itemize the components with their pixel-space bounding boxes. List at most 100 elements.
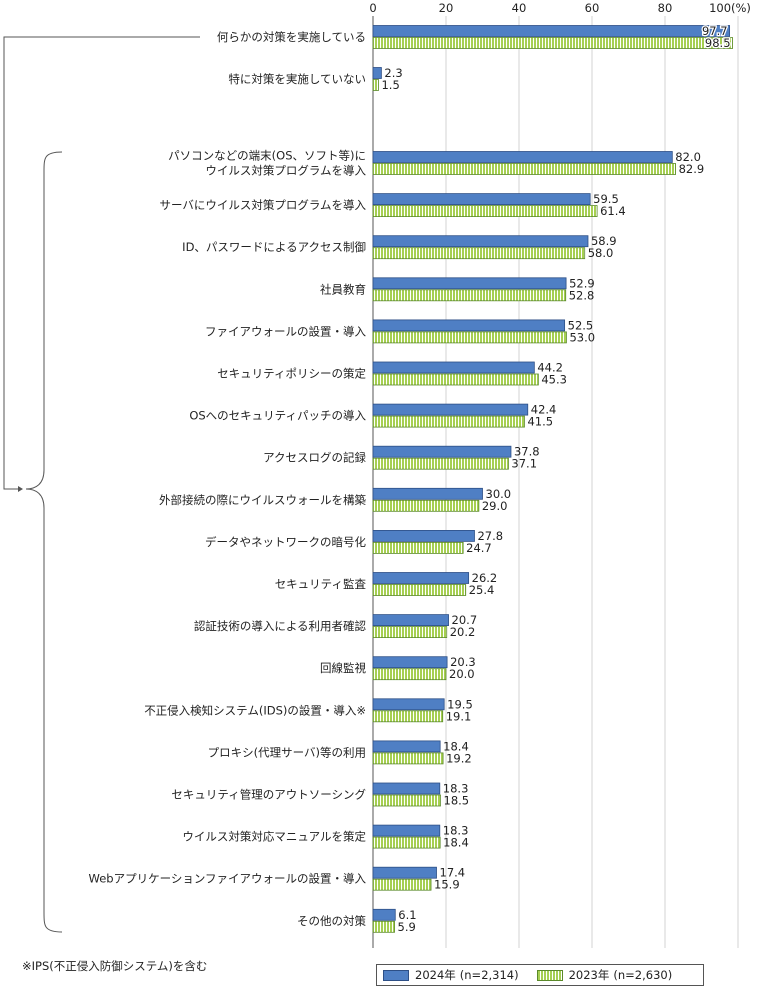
category-label: セキュリティ監査 — [275, 577, 367, 591]
bars — [372, 25, 733, 933]
value-label-2024: 37.8 — [514, 445, 540, 459]
category-label: プロキシ(代理サーバ)等の利用 — [208, 745, 366, 759]
value-label-2023: 24.7 — [466, 541, 492, 555]
bar-2023 — [372, 79, 379, 91]
value-label-2024: 52.9 — [569, 276, 595, 290]
bar-2023 — [372, 920, 395, 933]
x-tick-label: 20 — [439, 1, 454, 15]
value-label-2024: 44.2 — [537, 361, 563, 375]
value-label-2024: 19.5 — [447, 697, 473, 711]
bar-2024 — [372, 361, 535, 374]
value-label-2023: 25.4 — [469, 583, 495, 597]
value-label-2024: 17.4 — [440, 866, 466, 880]
value-label-2023: 82.9 — [679, 162, 705, 176]
legend-item-2023: 2023年 (n=2,630) — [536, 967, 673, 983]
bar-2024 — [372, 614, 449, 626]
category-label: データやネットワークの暗号化 — [205, 535, 366, 549]
bar-2023 — [372, 542, 464, 554]
legend-label-2024-year: 2024年 — [415, 968, 456, 982]
value-label-2023: 45.3 — [541, 373, 567, 387]
x-tick-label: 0 — [369, 1, 376, 15]
x-tick-label: 60 — [585, 1, 600, 15]
bar-2024 — [372, 866, 437, 879]
value-label-2024: 20.7 — [452, 613, 478, 627]
bar-2023 — [372, 668, 447, 681]
value-label-2023: 19.2 — [446, 751, 472, 765]
x-tick-label: 80 — [658, 1, 673, 15]
bar-2023 — [372, 626, 448, 638]
bar-2023 — [372, 37, 733, 49]
bar-2024 — [372, 908, 396, 921]
category-label: 何らかの対策を実施している — [217, 30, 366, 44]
value-label-2024: 18.4 — [443, 739, 469, 753]
bar-2023 — [372, 163, 676, 175]
value-label-2023: 98.5 — [705, 36, 731, 50]
bar-2024 — [372, 530, 475, 542]
category-label: 特に対策を実施していない — [228, 72, 366, 86]
curly-brace — [25, 151, 63, 933]
value-label-2024: 27.8 — [477, 529, 503, 543]
category-labels: 何らかの対策を実施している特に対策を実施していないパソコンなどの端末(OS、ソフ… — [89, 30, 367, 928]
category-label: パソコンなどの端末(OS、ソフト等)に — [168, 149, 366, 163]
bar-2024 — [372, 740, 441, 753]
category-label: 社員教育 — [320, 282, 366, 296]
category-label: セキュリティポリシーの策定 — [217, 367, 366, 381]
value-label-2024: 58.9 — [591, 234, 617, 248]
category-label: 不正侵入検知システム(IDS)の設置・導入※ — [144, 703, 366, 717]
value-label-2023: 18.4 — [443, 836, 469, 850]
footnote: ※IPS(不正侵入防御システム)を含む — [22, 959, 208, 973]
legend-swatch-2023 — [536, 969, 563, 981]
bar-2023 — [372, 499, 480, 512]
legend-label-2024-n: (n=2,314) — [459, 968, 519, 982]
category-label: ウイルス対策対応マニュアルを策定 — [182, 830, 366, 844]
value-label-2024: 6.1 — [398, 908, 416, 922]
value-label-2024: 30.0 — [486, 487, 512, 501]
x-axis-ticks: 0 20 40 60 80 100(%) — [369, 1, 751, 15]
value-label-2023: 18.5 — [444, 794, 470, 808]
category-label: サーバにウイルス対策プログラムを導入 — [159, 198, 366, 212]
value-label-2023: 58.0 — [588, 246, 614, 260]
value-label-2023: 37.1 — [511, 457, 537, 471]
bar-2023 — [372, 247, 586, 260]
value-label-2024: 97.7 — [702, 24, 728, 38]
legend-label-2023-n: (n=2,630) — [613, 968, 673, 982]
value-label-2024: 20.3 — [450, 655, 476, 669]
bar-2023 — [372, 710, 444, 723]
category-label: ID、パスワードによるアクセス制御 — [182, 240, 366, 254]
value-label-2023: 20.0 — [449, 667, 475, 681]
bar-2024 — [372, 67, 382, 79]
connector-line — [3, 36, 200, 490]
bar-2024 — [372, 445, 512, 458]
bar-2023 — [372, 373, 539, 386]
value-label-2023: 5.9 — [398, 920, 416, 934]
x-tick-label: 100(%) — [709, 1, 751, 15]
category-label: その他の対策 — [297, 914, 366, 928]
category-label: セキュリティ管理のアウトソーシング — [171, 788, 366, 802]
bar-2023 — [372, 836, 441, 849]
category-label: OSへのセキュリティパッチの導入 — [189, 409, 366, 423]
category-label: 外部接続の際にウイルスウォールを構築 — [159, 493, 366, 507]
bar-2024 — [372, 656, 448, 669]
category-label: ウイルス対策プログラムを導入 — [205, 164, 366, 178]
bar-2024 — [372, 319, 566, 332]
value-label-2023: 20.2 — [450, 625, 476, 639]
bar-2023 — [372, 331, 567, 344]
bar-2023 — [372, 752, 444, 765]
value-label-2024: 18.3 — [443, 824, 469, 838]
x-tick-label: 40 — [512, 1, 527, 15]
value-labels: 97.798.5 2.31.5 82.082.9 59.561.4 58.958.0 52… — [381, 23, 731, 934]
legend: 2024年 (n=2,314) 2023年 (n=2,630) — [376, 964, 704, 986]
bar-2024 — [372, 193, 591, 206]
value-label-2023: 15.9 — [434, 878, 460, 892]
bar-2024 — [372, 277, 567, 290]
bar-2024 — [372, 25, 731, 37]
category-bracket — [3, 36, 200, 933]
value-label-2023: 29.0 — [482, 499, 508, 513]
bar-2023 — [372, 457, 509, 470]
bar-2023 — [372, 584, 467, 596]
value-label-2023: 61.4 — [600, 204, 626, 218]
bar-2024 — [372, 698, 445, 711]
value-label-2024: 59.5 — [593, 192, 619, 206]
bar-2023 — [372, 415, 525, 428]
value-label-2023: 53.0 — [569, 330, 595, 344]
